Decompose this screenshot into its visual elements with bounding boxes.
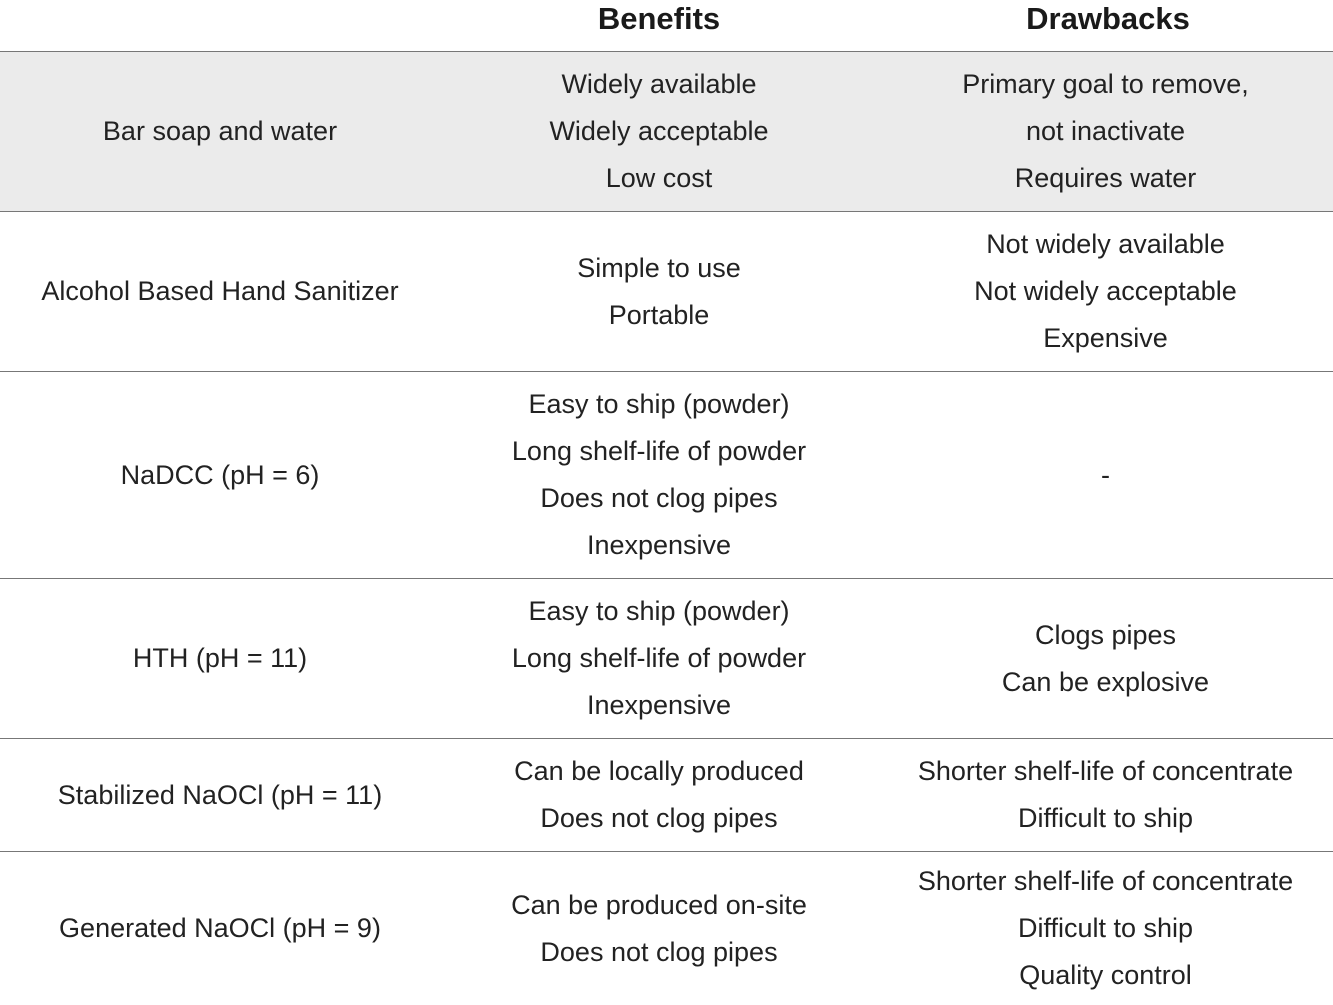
benefits-cell: Easy to ship (powder) Long shelf-life of… (440, 579, 878, 738)
benefit-item: Does not clog pipes (540, 483, 778, 513)
drawbacks-cell: Shorter shelf-life of concentrate Diffic… (878, 739, 1333, 851)
drawback-item: Requires water (1014, 163, 1197, 193)
table-row: HTH (pH = 11) Easy to ship (powder) Long… (0, 579, 1333, 739)
drawback-item: Quality control (1019, 960, 1192, 990)
drawbacks-cell: Shorter shelf-life of concentrate Diffic… (878, 852, 1333, 1005)
drawback-item: not inactivate (1025, 116, 1186, 146)
benefit-item: Can be produced on-site (511, 889, 807, 920)
drawback-item: Can be explosive (1001, 666, 1210, 697)
benefits-cell: Can be produced on-site Does not clog pi… (440, 852, 878, 1005)
drawback-item: Shorter shelf-life of concentrate (917, 756, 1294, 786)
method-cell: Generated NaOCl (pH = 9) (0, 852, 440, 1005)
benefits-cell: Simple to use Portable (440, 212, 878, 371)
drawback-item: Shorter shelf-life of concentrate (917, 866, 1294, 896)
benefit-item: Inexpensive (586, 690, 732, 720)
table-row: Generated NaOCl (pH = 9) Can be produced… (0, 852, 1333, 1005)
method-name: Bar soap and water (102, 116, 338, 146)
drawback-item: Difficult to ship (1017, 803, 1194, 833)
table-row: Stabilized NaOCl (pH = 11) Can be locall… (0, 739, 1333, 852)
benefit-item: Simple to use (577, 252, 741, 283)
method-name: Generated NaOCl (pH = 9) (59, 913, 381, 943)
drawback-item: Clogs pipes (1034, 619, 1177, 650)
drawbacks-cell: - (878, 372, 1333, 578)
table-row: NaDCC (pH = 6) Easy to ship (powder) Lon… (0, 372, 1333, 579)
table-row: Bar soap and water Widely available Wide… (0, 52, 1333, 212)
benefits-cell: Widely available Widely acceptable Low c… (440, 52, 878, 211)
benefit-item: Easy to ship (powder) (528, 389, 790, 419)
method-cell: HTH (pH = 11) (0, 579, 440, 738)
benefits-cell: Easy to ship (powder) Long shelf-life of… (440, 372, 878, 578)
benefit-item: Does not clog pipes (540, 936, 778, 967)
drawbacks-cell: Clogs pipes Can be explosive (878, 579, 1333, 738)
drawbacks-cell: Not widely available Not widely acceptab… (878, 212, 1333, 371)
benefit-item: Can be locally produced (514, 756, 804, 786)
benefit-item: Easy to ship (powder) (528, 596, 790, 626)
header-drawbacks: Drawbacks (1026, 1, 1190, 36)
benefit-item: Does not clog pipes (540, 803, 778, 833)
drawback-item: Not widely acceptable (974, 276, 1237, 306)
method-cell: NaDCC (pH = 6) (0, 372, 440, 578)
benefit-item: Long shelf-life of powder (511, 643, 807, 673)
drawback-item: - (1101, 459, 1110, 490)
drawbacks-cell: Primary goal to remove, not inactivate R… (878, 52, 1333, 211)
table-row: Alcohol Based Hand Sanitizer Simple to u… (0, 212, 1333, 372)
benefit-item: Inexpensive (586, 530, 732, 560)
benefit-item: Widely acceptable (549, 116, 769, 146)
method-name: Alcohol Based Hand Sanitizer (41, 276, 399, 306)
table-header: Benefits Drawbacks (0, 0, 1333, 52)
method-cell: Stabilized NaOCl (pH = 11) (0, 739, 440, 851)
benefit-item: Long shelf-life of powder (511, 436, 807, 466)
drawback-item: Primary goal to remove, (962, 69, 1249, 99)
method-name: HTH (pH = 11) (132, 643, 308, 673)
method-cell: Alcohol Based Hand Sanitizer (0, 212, 440, 371)
header-benefits: Benefits (597, 1, 721, 36)
benefit-item: Widely available (561, 69, 757, 99)
benefits-cell: Can be locally produced Does not clog pi… (440, 739, 878, 851)
method-name: Stabilized NaOCl (pH = 11) (57, 779, 383, 810)
drawback-item: Expensive (1043, 323, 1168, 353)
drawback-item: Not widely available (986, 229, 1225, 259)
method-name: NaDCC (pH = 6) (120, 459, 320, 490)
method-cell: Bar soap and water (0, 52, 440, 211)
benefit-item: Portable (608, 299, 710, 330)
benefit-item: Low cost (605, 163, 713, 193)
drawback-item: Difficult to ship (1017, 913, 1194, 943)
